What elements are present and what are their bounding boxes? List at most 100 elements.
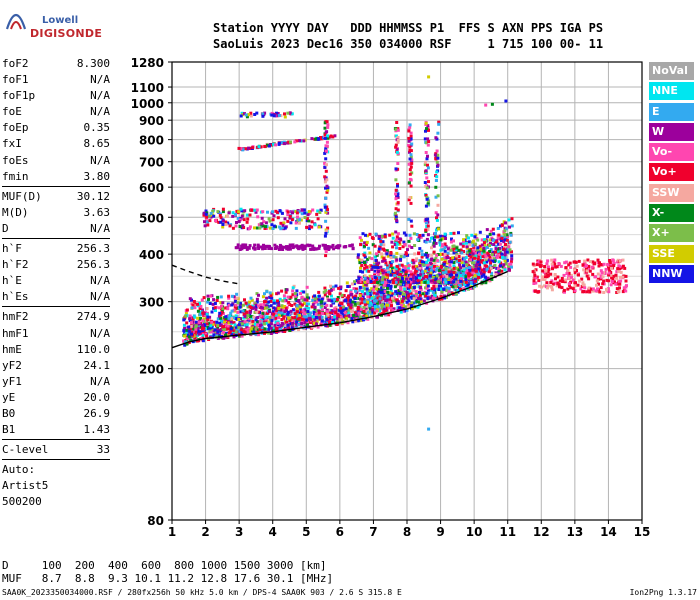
param-label: foEs bbox=[2, 153, 29, 167]
legend-x-: X+ bbox=[649, 224, 694, 243]
param-label: h`E bbox=[2, 274, 22, 288]
param-value: 256.3 bbox=[76, 242, 110, 256]
param-label: foE bbox=[2, 105, 22, 119]
param-row: h`Es N/A bbox=[2, 289, 110, 305]
x-tick-label: 1 bbox=[168, 525, 176, 539]
y-tick-label: 700 bbox=[139, 156, 164, 170]
param-row: yF2 24.1 bbox=[2, 358, 110, 374]
param-value: 0.35 bbox=[83, 121, 111, 135]
y-tick-label: 400 bbox=[139, 248, 164, 262]
x-tick-label: 8 bbox=[403, 525, 411, 539]
legend-ssw: SSW bbox=[649, 183, 694, 202]
trace-line-1 bbox=[171, 264, 240, 285]
y-tick-label: 1000 bbox=[131, 97, 164, 111]
param-row: C-level 33 bbox=[2, 442, 110, 458]
logo: Lowell DIGISONDE bbox=[2, 4, 112, 44]
distance-row: D 100 200 400 600 800 1000 1500 3000 [km… bbox=[2, 559, 327, 572]
param-label: yF2 bbox=[2, 358, 22, 372]
param-label: hmF2 bbox=[2, 310, 29, 324]
x-tick-label: 2 bbox=[201, 525, 209, 539]
param-label: yF1 bbox=[2, 374, 22, 388]
param-label: fmin bbox=[2, 169, 29, 183]
x-tick-label: 3 bbox=[235, 525, 243, 539]
header-columns: Station YYYY DAY DDD HHMMSS P1 FFS S AXN… bbox=[213, 21, 604, 35]
param-value: N/A bbox=[90, 326, 110, 340]
param-row: B0 26.9 bbox=[2, 406, 110, 422]
param-label: B1 bbox=[2, 423, 16, 437]
param-label: h`F2 bbox=[2, 258, 29, 272]
param-row: foEs N/A bbox=[2, 153, 110, 169]
y-tick-label: 200 bbox=[139, 363, 164, 377]
separator bbox=[2, 238, 110, 240]
param-value: N/A bbox=[90, 290, 110, 304]
autoscale-line1: Auto: bbox=[2, 463, 36, 477]
param-value: 8.300 bbox=[76, 57, 110, 70]
version-label: Ion2Png 1.3.17 bbox=[629, 588, 697, 597]
x-tick-label: 15 bbox=[634, 525, 651, 539]
param-row: M(D) 3.63 bbox=[2, 205, 110, 221]
param-value: N/A bbox=[90, 374, 110, 388]
param-row: h`F 256.3 bbox=[2, 241, 110, 257]
param-label: foF2 bbox=[2, 57, 29, 70]
x-tick-label: 5 bbox=[302, 525, 310, 539]
logo-product: DIGISONDE bbox=[30, 27, 103, 40]
x-tick-label: 7 bbox=[369, 525, 377, 539]
param-value: 256.3 bbox=[76, 258, 110, 272]
legend-x-: X- bbox=[649, 204, 694, 223]
file-info: SAA0K_2023350034000.RSF / 280fx256h 50 k… bbox=[2, 588, 402, 597]
scaled-parameters-panel: foF2 8.300 foF1 N/A foF1p N/A foE N/A foEp 0.35 fx… bbox=[2, 56, 110, 510]
param-value: N/A bbox=[90, 274, 110, 288]
param-row: hmF2 274.9 bbox=[2, 309, 110, 325]
param-row: foF1p N/A bbox=[2, 88, 110, 104]
param-value: N/A bbox=[90, 105, 110, 119]
param-row: B1 1.43 bbox=[2, 422, 110, 438]
autoscale-line3: 500200 bbox=[2, 495, 42, 509]
x-tick-label: 4 bbox=[269, 525, 277, 539]
param-label: C-level bbox=[2, 443, 49, 457]
legend-noval: NoVal bbox=[649, 62, 694, 80]
param-value: 26.9 bbox=[83, 406, 111, 420]
x-tick-label: 9 bbox=[436, 525, 444, 539]
param-row: foE N/A bbox=[2, 104, 110, 120]
param-row: fmin 3.80 bbox=[2, 169, 110, 185]
logo-company: Lowell bbox=[42, 15, 79, 26]
param-value: 3.63 bbox=[83, 205, 111, 219]
param-label: yE bbox=[2, 390, 16, 404]
param-label: hmF1 bbox=[2, 326, 29, 340]
legend-w: W bbox=[649, 122, 694, 141]
legend-vo-: Vo- bbox=[649, 143, 694, 162]
separator bbox=[2, 439, 110, 441]
param-value: 274.9 bbox=[76, 310, 110, 324]
y-tick-label: 500 bbox=[139, 211, 164, 225]
param-row: h`E N/A bbox=[2, 273, 110, 289]
param-row: hmE 110.0 bbox=[2, 342, 110, 358]
param-row: foF2 8.300 bbox=[2, 56, 110, 72]
param-label: h`Es bbox=[2, 290, 29, 304]
header-values: SaoLuis 2023 Dec16 350 034000 RSF 1 715 … bbox=[213, 37, 604, 51]
legend-e: E bbox=[649, 102, 694, 121]
param-label: foEp bbox=[2, 121, 29, 135]
param-label: foF1p bbox=[2, 89, 36, 103]
param-label: M(D) bbox=[2, 205, 29, 219]
param-row: hmF1 N/A bbox=[2, 326, 110, 342]
param-label: B0 bbox=[2, 406, 16, 420]
param-label: foF1 bbox=[2, 73, 29, 87]
logo-icon bbox=[5, 13, 27, 30]
param-row: foF1 N/A bbox=[2, 72, 110, 88]
param-value: N/A bbox=[90, 221, 110, 235]
param-label: fxI bbox=[2, 137, 22, 151]
param-value: N/A bbox=[90, 89, 110, 103]
separator bbox=[2, 459, 110, 461]
param-row: yF1 N/A bbox=[2, 374, 110, 390]
param-row: foEp 0.35 bbox=[2, 120, 110, 136]
muf-row: MUF 8.7 8.8 9.3 10.1 11.2 12.8 17.6 30.1… bbox=[2, 572, 334, 585]
param-value: 20.0 bbox=[83, 390, 111, 404]
x-tick-label: 14 bbox=[600, 525, 617, 539]
polarization-legend: NoVal NNE E W Vo- Vo+ SSW X- X+ SSE NNW bbox=[649, 62, 694, 285]
param-label: hmE bbox=[2, 342, 22, 356]
legend-vo-: Vo+ bbox=[649, 163, 694, 182]
param-row: MUF(D) 30.12 bbox=[2, 189, 110, 205]
legend-sse: SSE bbox=[649, 244, 694, 263]
param-value: 110.0 bbox=[76, 342, 110, 356]
